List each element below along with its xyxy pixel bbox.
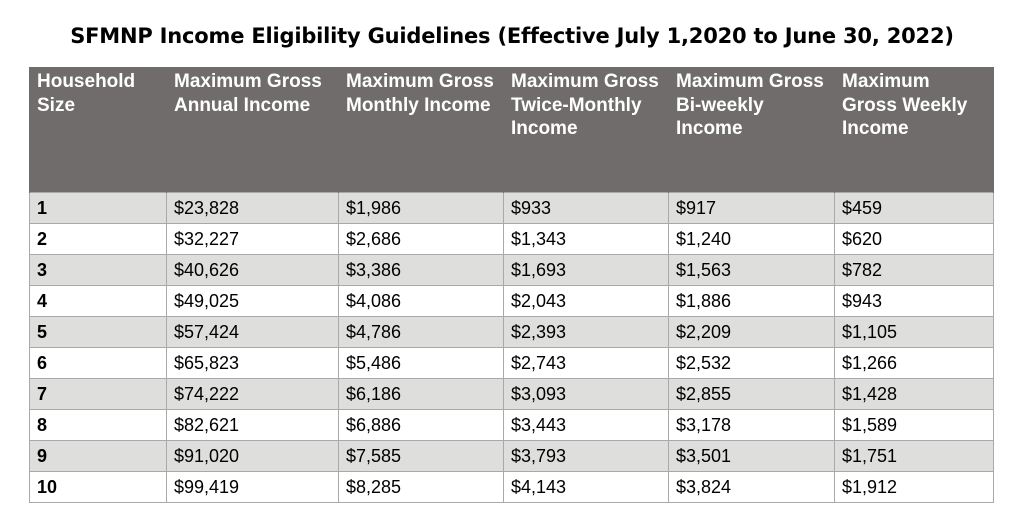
table-body: 1 $23,828 $1,986 $933 $917 $459 2 $32,227 $2,686… (29, 192, 994, 503)
annual-income-cell: $32,227 (166, 223, 339, 255)
header-monthly-income: Maximum Gross Monthly Income (338, 67, 504, 193)
biweekly-income-cell: $3,501 (668, 440, 835, 472)
header-annual-income: Maximum Gross Annual Income (166, 67, 339, 193)
page-title: SFMNP Income Eligibility Guidelines (Eff… (70, 24, 954, 48)
table-header-row: Household Size Maximum Gross Annual Inco… (29, 67, 994, 193)
annual-income-cell: $82,621 (166, 409, 339, 441)
twice-monthly-income-cell: $3,443 (503, 409, 669, 441)
weekly-income-cell: $1,428 (834, 378, 994, 410)
household-size-cell: 3 (29, 254, 167, 286)
twice-monthly-income-cell: $1,693 (503, 254, 669, 286)
table-row: 3 $40,626 $3,386 $1,693 $1,563 $782 (29, 254, 994, 286)
monthly-income-cell: $4,086 (338, 285, 504, 317)
annual-income-cell: $40,626 (166, 254, 339, 286)
weekly-income-cell: $1,589 (834, 409, 994, 441)
table-row: 1 $23,828 $1,986 $933 $917 $459 (29, 192, 994, 224)
monthly-income-cell: $1,986 (338, 192, 504, 224)
header-household-size: Household Size (29, 67, 167, 193)
household-size-cell: 2 (29, 223, 167, 255)
weekly-income-cell: $459 (834, 192, 994, 224)
household-size-cell: 4 (29, 285, 167, 317)
biweekly-income-cell: $1,240 (668, 223, 835, 255)
monthly-income-cell: $3,386 (338, 254, 504, 286)
monthly-income-cell: $4,786 (338, 316, 504, 348)
biweekly-income-cell: $3,824 (668, 471, 835, 503)
weekly-income-cell: $1,105 (834, 316, 994, 348)
monthly-income-cell: $6,886 (338, 409, 504, 441)
weekly-income-cell: $782 (834, 254, 994, 286)
header-biweekly-income: Maximum Gross Bi-weekly Income (668, 67, 835, 193)
twice-monthly-income-cell: $1,343 (503, 223, 669, 255)
table-row: 2 $32,227 $2,686 $1,343 $1,240 $620 (29, 223, 994, 255)
table-row: 9 $91,020 $7,585 $3,793 $3,501 $1,751 (29, 440, 994, 472)
table-row: 5 $57,424 $4,786 $2,393 $2,209 $1,105 (29, 316, 994, 348)
household-size-cell: 9 (29, 440, 167, 472)
weekly-income-cell: $1,751 (834, 440, 994, 472)
twice-monthly-income-cell: $3,093 (503, 378, 669, 410)
table-row: 7 $74,222 $6,186 $3,093 $2,855 $1,428 (29, 378, 994, 410)
biweekly-income-cell: $917 (668, 192, 835, 224)
household-size-cell: 7 (29, 378, 167, 410)
annual-income-cell: $65,823 (166, 347, 339, 379)
annual-income-cell: $91,020 (166, 440, 339, 472)
twice-monthly-income-cell: $933 (503, 192, 669, 224)
weekly-income-cell: $1,266 (834, 347, 994, 379)
annual-income-cell: $57,424 (166, 316, 339, 348)
biweekly-income-cell: $2,209 (668, 316, 835, 348)
weekly-income-cell: $620 (834, 223, 994, 255)
twice-monthly-income-cell: $2,743 (503, 347, 669, 379)
header-weekly-income: Maximum Gross Weekly Income (834, 67, 994, 193)
household-size-cell: 8 (29, 409, 167, 441)
weekly-income-cell: $943 (834, 285, 994, 317)
twice-monthly-income-cell: $2,043 (503, 285, 669, 317)
household-size-cell: 10 (29, 471, 167, 503)
table-row: 4 $49,025 $4,086 $2,043 $1,886 $943 (29, 285, 994, 317)
twice-monthly-income-cell: $4,143 (503, 471, 669, 503)
table-row: 8 $82,621 $6,886 $3,443 $3,178 $1,589 (29, 409, 994, 441)
biweekly-income-cell: $2,532 (668, 347, 835, 379)
annual-income-cell: $49,025 (166, 285, 339, 317)
biweekly-income-cell: $2,855 (668, 378, 835, 410)
annual-income-cell: $74,222 (166, 378, 339, 410)
header-twice-monthly-income: Maximum Gross Twice-Monthly Income (503, 67, 669, 193)
annual-income-cell: $23,828 (166, 192, 339, 224)
table-row: 10 $99,419 $8,285 $4,143 $3,824 $1,912 (29, 471, 994, 503)
twice-monthly-income-cell: $2,393 (503, 316, 669, 348)
monthly-income-cell: $2,686 (338, 223, 504, 255)
twice-monthly-income-cell: $3,793 (503, 440, 669, 472)
monthly-income-cell: $6,186 (338, 378, 504, 410)
household-size-cell: 5 (29, 316, 167, 348)
table-row: 6 $65,823 $5,486 $2,743 $2,532 $1,266 (29, 347, 994, 379)
biweekly-income-cell: $3,178 (668, 409, 835, 441)
household-size-cell: 6 (29, 347, 167, 379)
annual-income-cell: $99,419 (166, 471, 339, 503)
monthly-income-cell: $7,585 (338, 440, 504, 472)
monthly-income-cell: $8,285 (338, 471, 504, 503)
household-size-cell: 1 (29, 192, 167, 224)
weekly-income-cell: $1,912 (834, 471, 994, 503)
monthly-income-cell: $5,486 (338, 347, 504, 379)
income-eligibility-table: Household Size Maximum Gross Annual Inco… (29, 67, 994, 503)
biweekly-income-cell: $1,563 (668, 254, 835, 286)
biweekly-income-cell: $1,886 (668, 285, 835, 317)
